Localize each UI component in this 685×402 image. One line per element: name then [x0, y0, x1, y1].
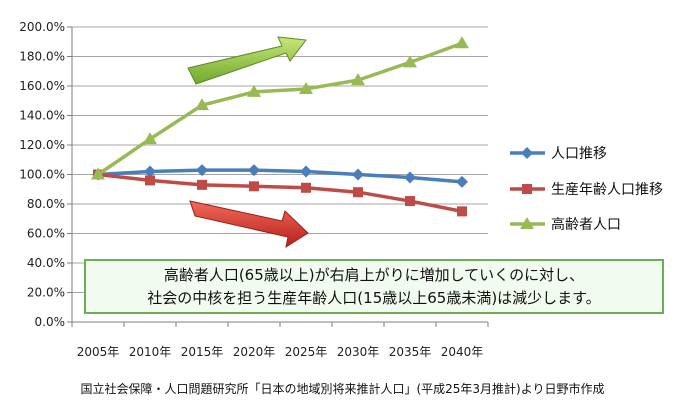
data-point	[195, 98, 209, 111]
y-tick-label: 120.0%	[19, 138, 65, 152]
y-tick-label: 0.0%	[35, 315, 66, 329]
y-tick-label: 80.0%	[27, 197, 65, 211]
legend-label: 高齢者人口	[551, 216, 621, 233]
y-tick-label: 60.0%	[27, 227, 65, 241]
data-point	[457, 206, 467, 217]
series-line	[97, 41, 463, 176]
legend-item: 人口推移	[510, 146, 607, 162]
y-tick-label: 100.0%	[19, 168, 65, 182]
down-trend-arrow	[189, 200, 309, 249]
y-tick-label: 20.0%	[27, 286, 65, 300]
x-tick-label: 2005年	[77, 345, 120, 359]
data-point	[143, 132, 157, 145]
y-axis-ticks: 0.0% 20.0% 40.0% 60.0% 80.0% 100.0% 120.0% 140.…	[19, 20, 65, 329]
legend-item: 高齢者人口	[510, 216, 621, 233]
data-point	[144, 165, 156, 178]
axes	[67, 26, 489, 327]
data-point	[91, 167, 105, 180]
data-point	[353, 187, 363, 198]
data-point	[352, 168, 364, 181]
data-point	[405, 196, 415, 207]
x-tick-label: 2035年	[389, 345, 432, 359]
series-3	[91, 36, 469, 180]
x-tick-label: 2010年	[129, 345, 172, 359]
legend-label: 人口推移	[551, 146, 607, 162]
data-point	[249, 181, 259, 192]
data-point	[301, 182, 311, 193]
series-line	[97, 168, 463, 184]
annotation-box: 高齢者人口(65歳以上)が右肩上がりに増加していくのに対し、 社会の中核を担う生…	[84, 259, 664, 314]
x-tick-label: 2025年	[285, 345, 328, 359]
data-point	[145, 175, 155, 186]
y-tick-label: 140.0%	[19, 109, 65, 123]
y-tick-label: 200.0%	[19, 20, 65, 34]
data-point	[351, 73, 365, 86]
data-point	[248, 164, 260, 177]
x-axis-ticks: 2005年 2010年 2015年 2020年 2025年 2030年 2035年 2040年	[77, 345, 484, 359]
x-tick-label: 2015年	[181, 345, 224, 359]
source-caption: 国立社会保障・人口問題研究所「日本の地域別将来推計人口」(平成25年3月推計)よ…	[80, 382, 605, 396]
data-point	[197, 179, 207, 190]
y-tick-label: 180.0%	[19, 50, 65, 64]
trend-arrows	[187, 36, 309, 249]
annotation-line-1: 高齢者人口(65歳以上)が右肩上がりに増加していくのに対し、	[163, 266, 585, 284]
y-tick-label: 40.0%	[27, 256, 65, 270]
legend-swatch-marker	[520, 217, 534, 229]
annotation-line-2: 社会の中核を担う生産年齢人口(15歳以上65歳未満)は減少します。	[147, 289, 601, 307]
gridlines	[72, 26, 488, 293]
data-point	[403, 55, 417, 68]
legend-item: 生産年齢人口推移	[510, 182, 663, 198]
data-point	[300, 165, 312, 178]
up-trend-arrow	[187, 36, 307, 85]
data-point	[196, 164, 208, 177]
data-point	[455, 36, 469, 49]
data-point	[247, 84, 261, 97]
data-point	[299, 81, 313, 94]
x-tick-label: 2040年	[441, 345, 484, 359]
data-point	[456, 175, 468, 188]
legend-label: 生産年齢人口推移	[551, 182, 663, 198]
series-line	[97, 172, 463, 214]
x-tick-label: 2020年	[233, 345, 276, 359]
y-tick-label: 160.0%	[19, 79, 65, 93]
x-tick-label: 2030年	[337, 345, 380, 359]
series-group	[91, 36, 469, 217]
legend-swatch-marker	[522, 184, 532, 194]
data-point	[404, 171, 416, 184]
legend-swatch-marker	[521, 147, 533, 159]
